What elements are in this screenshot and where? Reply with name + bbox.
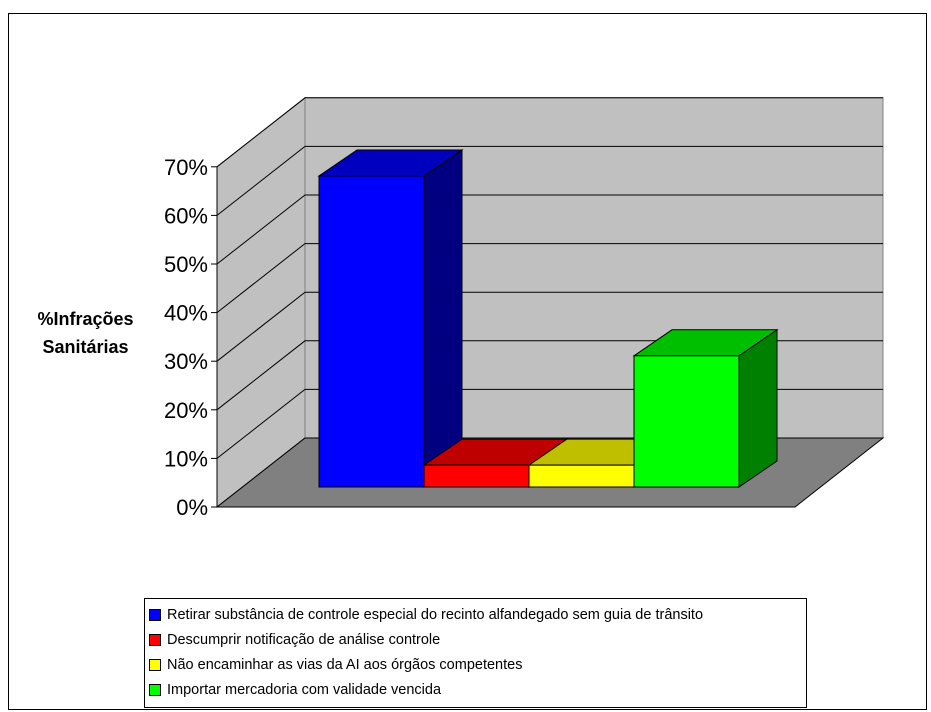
y-tick-label: 50%: [164, 252, 208, 277]
legend-item: Importar mercadoria com validade vencida: [145, 677, 806, 702]
y-tick-label: 30%: [164, 349, 208, 374]
y-tick-label: 40%: [164, 301, 208, 326]
legend-swatch: [149, 683, 161, 696]
legend-swatch: [149, 658, 161, 671]
y-tick-label: 60%: [164, 203, 208, 228]
gridline: [216, 243, 883, 313]
y-tick-label: 70%: [164, 155, 208, 180]
y-axis-title-line-2: Sanitárias: [42, 337, 129, 357]
legend-swatch: [149, 633, 161, 646]
legend-swatch: [149, 608, 161, 621]
bar-side: [738, 328, 778, 488]
legend-item: Não encaminhar as vias da AI aos órgãos …: [145, 652, 806, 677]
gridline: [216, 194, 883, 265]
bar: [528, 464, 635, 488]
y-axis-title-line-1: %Infrações: [37, 309, 134, 329]
y-tick-label: 10%: [164, 446, 208, 471]
legend-label: Não encaminhar as vias da AI aos órgãos …: [167, 656, 523, 673]
y-tick-label: 20%: [164, 398, 208, 423]
gridline: [216, 97, 883, 168]
chart-legend: Retirar substância de controle especial …: [144, 598, 807, 708]
y-tick-label: 0%: [176, 495, 208, 520]
legend-label: Descumprir notificação de análise contro…: [167, 631, 441, 648]
gridline: [216, 145, 883, 216]
bar: [423, 464, 530, 488]
bar: [318, 175, 425, 488]
legend-label: Retirar substância de controle especial …: [167, 606, 704, 623]
bar-side: [423, 149, 463, 488]
gridline: [216, 291, 883, 362]
y-axis-title: %Infrações Sanitárias: [28, 305, 143, 361]
bar: [633, 355, 740, 488]
legend-label: Importar mercadoria com validade vencida: [167, 681, 442, 698]
legend-item: Descumprir notificação de análise contro…: [145, 627, 806, 652]
legend-item: Retirar substância de controle especial …: [145, 602, 806, 627]
